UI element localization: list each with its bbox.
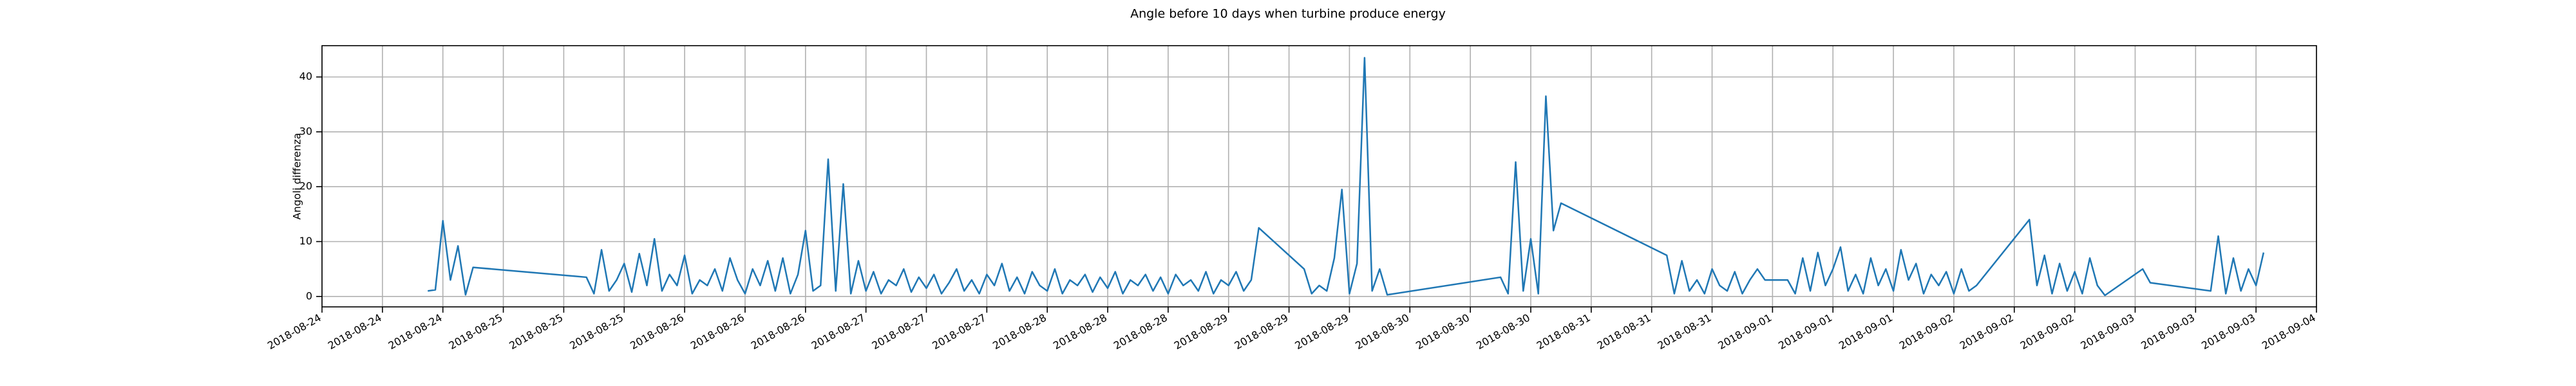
chart-title: Angle before 10 days when turbine produc… <box>1130 7 1446 21</box>
plot-area <box>428 57 2265 297</box>
y-tick-label: 20 <box>299 180 312 192</box>
grid <box>321 46 2317 307</box>
y-axis-label: Angoli differenza <box>291 133 303 220</box>
data-line <box>428 57 2265 297</box>
y-tick-label: 10 <box>299 235 312 247</box>
y-tick-label: 30 <box>299 125 312 137</box>
axes-frame <box>321 45 2317 308</box>
y-tick-label: 0 <box>306 290 312 302</box>
y-tick-label: 40 <box>299 70 312 82</box>
